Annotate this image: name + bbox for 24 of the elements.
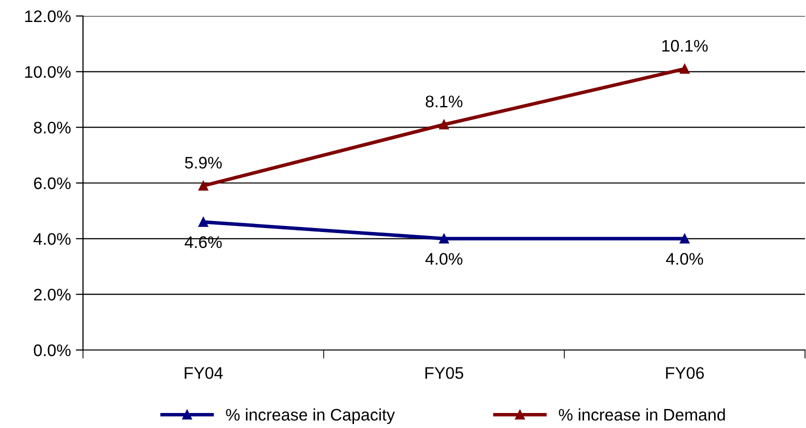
x-tick-label: FY05 [425,367,464,379]
point [680,234,690,244]
y-tick-label: 2.0% [34,288,71,301]
y-tick-label: 8.0% [34,122,71,134]
legend-label: % increase in Demand [558,408,725,421]
data-label: 10.1% [662,40,708,52]
y-tick-label: 6.0% [34,177,71,190]
y-tick-label: 4.0% [34,233,71,245]
point [680,64,690,74]
data-label: 4.0% [666,252,704,265]
y-tick-label: 0.0% [34,344,71,356]
x-tick-label: FY06 [666,367,704,379]
data-label: 4.6% [184,236,222,248]
y-tick-label: 12.0% [25,10,71,22]
point [198,180,208,191]
data-label: 5.9% [185,156,222,169]
x-tick-label: FY04 [184,367,223,379]
point [198,217,208,227]
point [439,120,449,130]
y-tick-label: 10.0% [25,66,71,78]
legend-label: % increase in Capacity [226,408,395,424]
data-label: 4.0% [425,252,462,265]
point [439,234,449,244]
data-label: 8.1% [426,96,462,108]
